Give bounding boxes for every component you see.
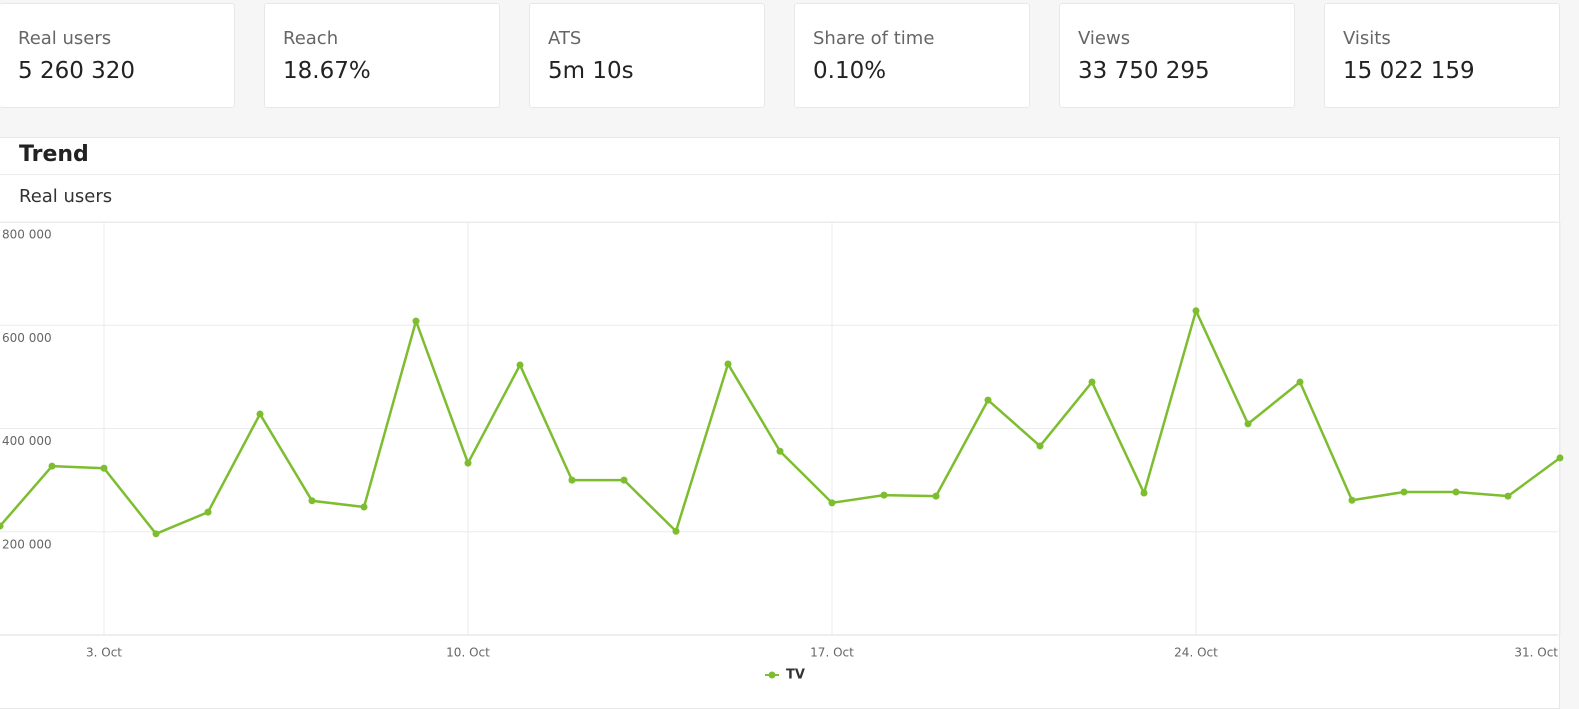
point	[1556, 454, 1564, 462]
point	[1348, 496, 1356, 504]
metric-label: Visits	[1343, 28, 1391, 49]
point	[1192, 307, 1200, 315]
metric-card[interactable]: Visits 15 022 159	[1324, 3, 1560, 108]
metric-label: Reach	[283, 28, 339, 49]
point	[568, 476, 576, 484]
point	[464, 459, 472, 467]
point	[1504, 492, 1512, 500]
metric-label: Share of time	[813, 28, 935, 49]
point	[984, 396, 992, 404]
trend-panel: Trend Real users	[0, 137, 1560, 709]
x-tick-label: 3. Oct	[86, 646, 122, 660]
metric-value: 0.10%	[813, 58, 887, 84]
point	[256, 410, 264, 418]
point	[152, 530, 160, 538]
x-tick-label: 31. Oct	[1514, 646, 1558, 660]
point	[724, 360, 732, 368]
y-tick-label: 400 000	[2, 434, 52, 448]
point	[204, 508, 212, 516]
panel-title: Trend	[19, 142, 89, 167]
x-tick-label: 10. Oct	[446, 646, 490, 660]
metric-value: 33 750 295	[1078, 58, 1210, 84]
point	[412, 317, 420, 325]
metric-card[interactable]: Views 33 750 295	[1059, 3, 1295, 108]
point	[1036, 442, 1044, 450]
point	[1088, 378, 1096, 386]
metric-label: Views	[1078, 28, 1131, 49]
point	[308, 497, 316, 505]
metric-value: 18.67%	[283, 58, 371, 84]
metric-card[interactable]: Reach 18.67%	[264, 3, 500, 108]
legend-label: TV	[786, 668, 805, 683]
point	[620, 476, 628, 484]
point	[672, 527, 680, 535]
point	[0, 522, 4, 530]
x-tick-label: 24. Oct	[1174, 646, 1218, 660]
point	[932, 492, 940, 500]
y-tick-label: 600 000	[2, 331, 52, 345]
y-tick-label: 200 000	[2, 537, 52, 551]
metric-value: 15 022 159	[1343, 58, 1475, 84]
point	[516, 361, 524, 369]
metric-value: 5 260 320	[18, 58, 136, 84]
point	[880, 491, 888, 499]
point	[776, 447, 784, 455]
y-tick-label: 800 000	[2, 228, 52, 242]
point	[100, 464, 108, 472]
divider	[0, 174, 1559, 175]
x-tick-label: 17. Oct	[810, 646, 854, 660]
legend-symbol	[768, 671, 776, 679]
metric-card[interactable]: ATS 5m 10s	[529, 3, 765, 108]
point	[1400, 488, 1408, 496]
metric-card[interactable]: Share of time 0.10%	[794, 3, 1030, 108]
point	[48, 462, 56, 470]
point	[360, 503, 368, 511]
point	[828, 499, 836, 507]
metric-label: ATS	[548, 28, 582, 49]
metric-value: 5m 10s	[548, 58, 634, 84]
metric-label: Real users	[18, 28, 112, 49]
line	[0, 307, 1561, 536]
point	[1452, 488, 1460, 496]
point	[1140, 489, 1148, 497]
point	[1296, 378, 1304, 386]
point	[1244, 420, 1252, 428]
metric-card[interactable]: Real users 5 260 320	[0, 3, 235, 108]
panel-subtitle: Real users	[19, 186, 113, 207]
